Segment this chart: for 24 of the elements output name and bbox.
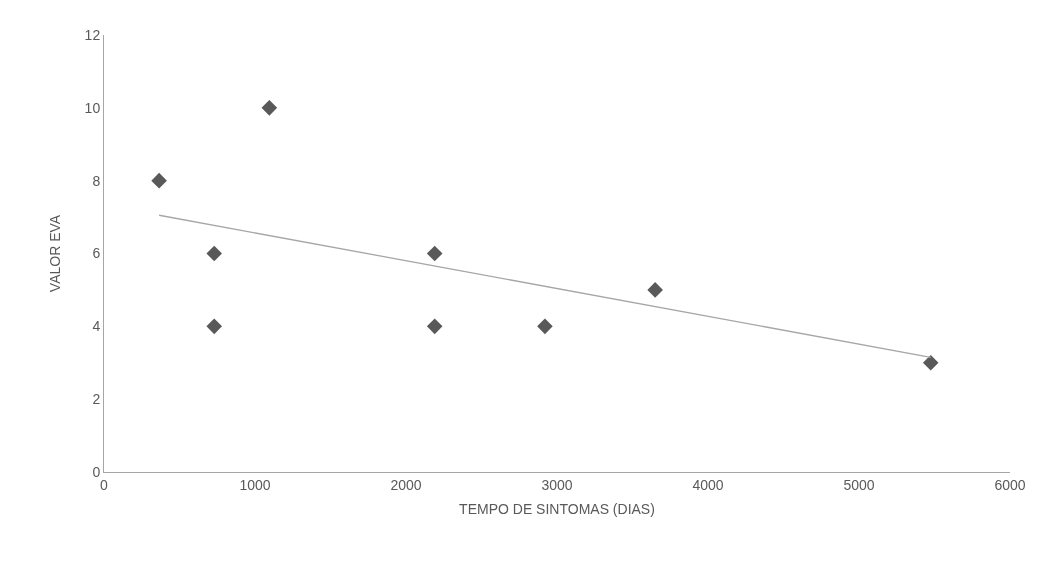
y-axis-title: VALOR EVA: [47, 214, 64, 293]
x-tick-label: 2000: [390, 476, 422, 493]
x-tick-label: 3000: [541, 476, 573, 493]
x-tick-label: 4000: [692, 476, 724, 493]
point: [647, 282, 663, 298]
point: [206, 245, 223, 262]
point: [261, 100, 278, 116]
y-tick-label: 6: [92, 245, 101, 262]
x-tick-label: 6000: [994, 476, 1026, 493]
point: [537, 318, 553, 335]
point: [151, 172, 167, 189]
point: [922, 354, 939, 371]
y-tick-label: 12: [84, 26, 101, 43]
x-tick-label: 1000: [239, 476, 271, 493]
point: [206, 318, 223, 335]
point: [426, 318, 443, 335]
x-tick-label: 5000: [843, 476, 875, 493]
y-tick-label: 10: [84, 99, 101, 116]
x-axis-title: TEMPO DE SINTOMAS (DIAS): [459, 501, 655, 518]
point: [426, 245, 443, 262]
y-tick-label: 8: [92, 172, 101, 189]
y-tick-label: 2: [92, 391, 101, 408]
y-tick-label: 4: [92, 318, 101, 335]
y-tick-label: 0: [92, 463, 101, 480]
